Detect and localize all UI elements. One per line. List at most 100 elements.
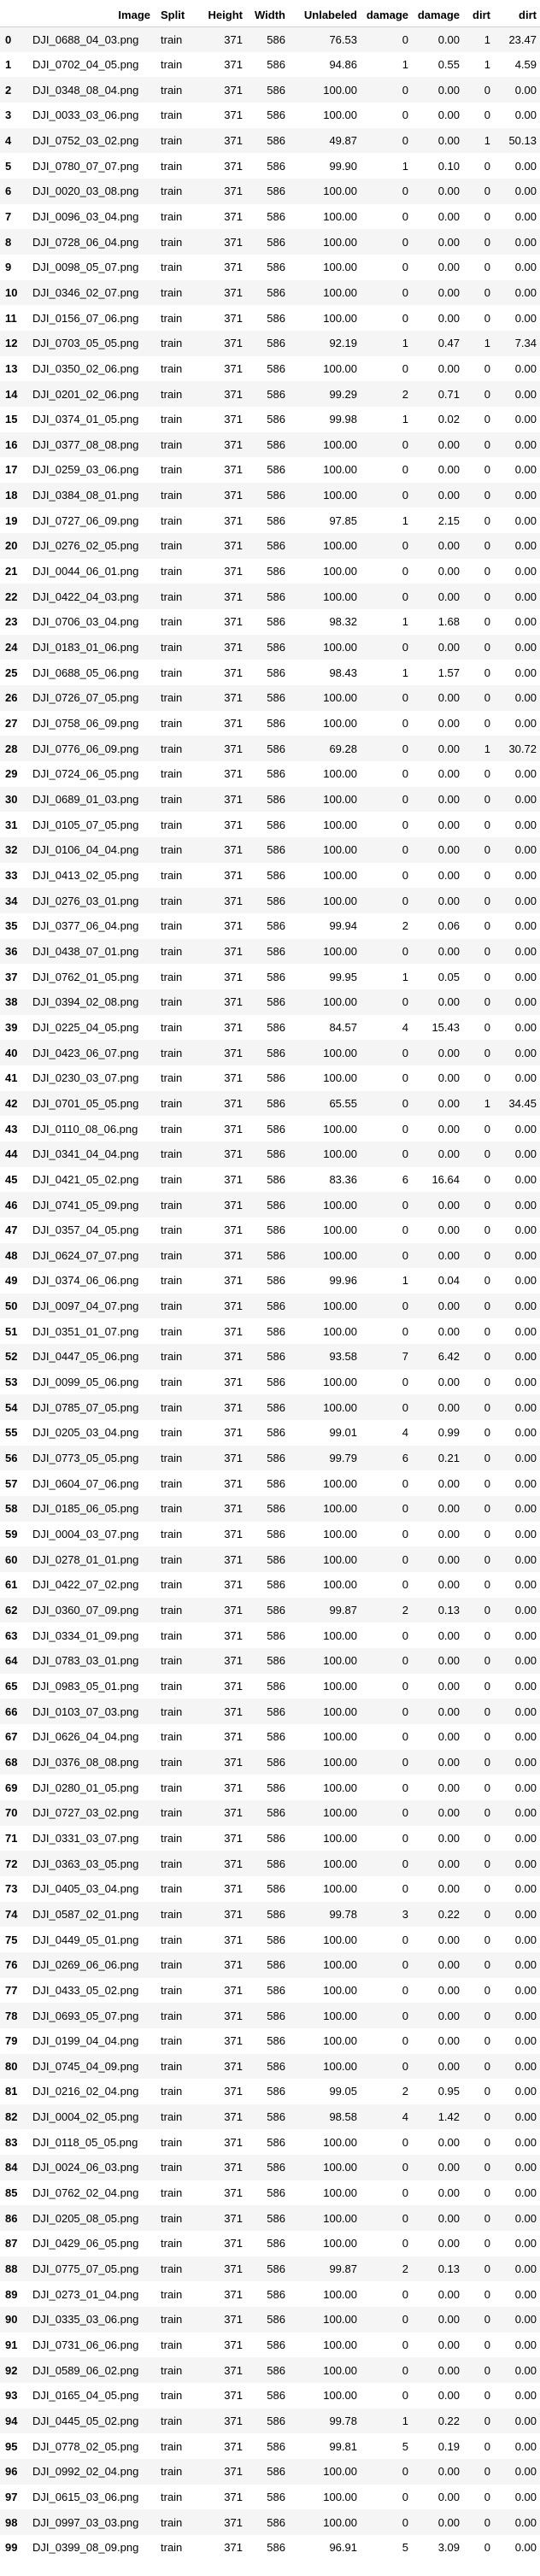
damage-count-cell: 0 <box>402 209 408 223</box>
width-cell: 586 <box>267 590 285 603</box>
damage-count-cell: 0 <box>402 1933 408 1946</box>
dirt-count-cell: 0 <box>484 2059 490 2073</box>
row-index-cell: 96 <box>5 2465 18 2479</box>
dirt-percent-cell: 0.00 <box>514 691 537 705</box>
damage-count-cell: 0 <box>402 2287 408 2301</box>
dirt-percent-cell: 0.00 <box>514 463 537 477</box>
dirt-count-cell: 0 <box>484 2389 490 2403</box>
dirt-percent-cell: 0.00 <box>514 894 537 907</box>
damage-count-cell: 0 <box>402 1300 408 1313</box>
unlabeled-percent-cell: 100.00 <box>323 641 357 654</box>
damage-percent-cell: 0.00 <box>437 1806 460 1820</box>
split-cell: train <box>161 2186 183 2200</box>
damage-percent-cell: 0.00 <box>437 2287 460 2301</box>
damage-percent-cell: 0.00 <box>437 995 460 1009</box>
damage-count-cell: 0 <box>402 185 408 198</box>
image-name-cell: DJI_0348_08_04.png <box>32 83 139 97</box>
table-row: 99 DJI_0399_08_09.png train 371 586 96.91 5 3.0… <box>0 2534 540 2561</box>
dirt-percent-cell: 0.00 <box>514 1147 537 1161</box>
image-name-cell: DJI_0413_02_05.png <box>32 868 139 882</box>
header-index <box>0 0 29 27</box>
row-index-cell: 57 <box>5 1476 18 1490</box>
table-row: 15 DJI_0374_01_05.png train 371 586 99.98 1 0.0… <box>0 406 540 432</box>
damage-count-cell: 0 <box>402 1071 408 1085</box>
damage-count-cell: 5 <box>402 2541 408 2555</box>
split-cell: train <box>161 261 183 274</box>
table-row: 19 DJI_0727_06_09.png train 371 586 97.85 1 2.1… <box>0 508 540 534</box>
dirt-percent-cell: 0.00 <box>514 1502 537 1516</box>
dirt-count-cell: 0 <box>484 970 490 983</box>
table-row: 54 DJI_0785_07_05.png train 371 586 100.00 0 0.… <box>0 1394 540 1421</box>
dirt-percent-cell: 0.00 <box>514 83 537 97</box>
height-cell: 371 <box>224 539 243 553</box>
damage-count-cell: 2 <box>402 2262 408 2276</box>
dirt-percent-cell: 0.00 <box>514 1046 537 1059</box>
image-name-cell: DJI_0374_06_06.png <box>32 1274 139 1288</box>
split-cell: train <box>161 1223 183 1237</box>
image-name-cell: DJI_0776_06_09.png <box>32 742 139 755</box>
unlabeled-percent-cell: 100.00 <box>323 1502 357 1516</box>
height-cell: 371 <box>224 868 243 882</box>
image-name-cell: DJI_0726_07_05.png <box>32 691 139 705</box>
unlabeled-percent-cell: 100.00 <box>323 2338 357 2352</box>
image-name-cell: DJI_0230_03_07.png <box>32 1071 139 1085</box>
unlabeled-percent-cell: 100.00 <box>323 539 357 553</box>
unlabeled-percent-cell: 100.00 <box>323 1400 357 1414</box>
dirt-percent-cell: 0.00 <box>514 1628 537 1642</box>
height-cell: 371 <box>224 1300 243 1313</box>
split-cell: train <box>161 1376 183 1389</box>
image-name-cell: DJI_0099_05_06.png <box>32 1376 139 1389</box>
damage-percent-cell: 0.99 <box>437 1426 460 1440</box>
table-row: 44 DJI_0341_04_04.png train 371 586 100.00 0 0.… <box>0 1141 540 1167</box>
split-cell: train <box>161 1958 183 1972</box>
split-cell: train <box>161 513 183 527</box>
damage-percent-cell: 0.19 <box>437 2439 460 2453</box>
height-cell: 371 <box>224 2439 243 2453</box>
damage-percent-cell: 0.00 <box>437 1528 460 1541</box>
unlabeled-percent-cell: 100.00 <box>323 1476 357 1490</box>
damage-percent-cell: 0.00 <box>437 1679 460 1693</box>
split-cell: train <box>161 2515 183 2529</box>
width-cell: 586 <box>267 868 285 882</box>
row-index-cell: 34 <box>5 894 18 907</box>
split-cell: train <box>161 666 183 679</box>
damage-percent-cell: 0.00 <box>437 2515 460 2529</box>
unlabeled-percent-cell: 100.00 <box>323 1679 357 1693</box>
unlabeled-percent-cell: 49.87 <box>329 133 357 147</box>
row-index-cell: 13 <box>5 361 18 375</box>
height-cell: 371 <box>224 133 243 147</box>
damage-count-cell: 0 <box>402 2338 408 2352</box>
height-cell: 371 <box>224 1096 243 1110</box>
height-cell: 371 <box>224 1781 243 1794</box>
dirt-percent-cell: 0.00 <box>514 2237 537 2250</box>
damage-percent-cell: 0.00 <box>437 2465 460 2479</box>
width-cell: 586 <box>267 565 285 578</box>
damage-percent-cell: 0.00 <box>437 1958 460 1972</box>
image-name-cell: DJI_0377_08_08.png <box>32 437 139 451</box>
dirt-percent-cell: 0.00 <box>514 565 537 578</box>
dirt-count-cell: 0 <box>484 1147 490 1161</box>
split-cell: train <box>161 1552 183 1566</box>
width-cell: 586 <box>267 1528 285 1541</box>
unlabeled-percent-cell: 93.58 <box>329 1350 357 1364</box>
unlabeled-percent-cell: 99.87 <box>329 1604 357 1617</box>
table-row: 58 DJI_0185_06_05.png train 371 586 100.00 0 0.… <box>0 1496 540 1522</box>
dirt-percent-cell: 0.00 <box>514 2363 537 2377</box>
image-name-cell: DJI_0384_08_01.png <box>32 489 139 502</box>
unlabeled-percent-cell: 98.58 <box>329 2110 357 2124</box>
damage-count-cell: 0 <box>402 1502 408 1516</box>
damage-count-cell: 6 <box>402 1172 408 1186</box>
damage-percent-cell: 0.05 <box>437 970 460 983</box>
width-cell: 586 <box>267 209 285 223</box>
height-cell: 371 <box>224 463 243 477</box>
split-cell: train <box>161 2465 183 2479</box>
height-cell: 371 <box>224 1198 243 1212</box>
damage-count-cell: 1 <box>402 615 408 629</box>
row-index-cell: 21 <box>5 565 18 578</box>
dirt-percent-cell: 0.00 <box>514 235 537 249</box>
height-cell: 371 <box>224 513 243 527</box>
damage-count-cell: 0 <box>402 489 408 502</box>
height-cell: 371 <box>224 2287 243 2301</box>
table-row: 49 DJI_0374_06_06.png train 371 586 99.96 1 0.0… <box>0 1268 540 1294</box>
